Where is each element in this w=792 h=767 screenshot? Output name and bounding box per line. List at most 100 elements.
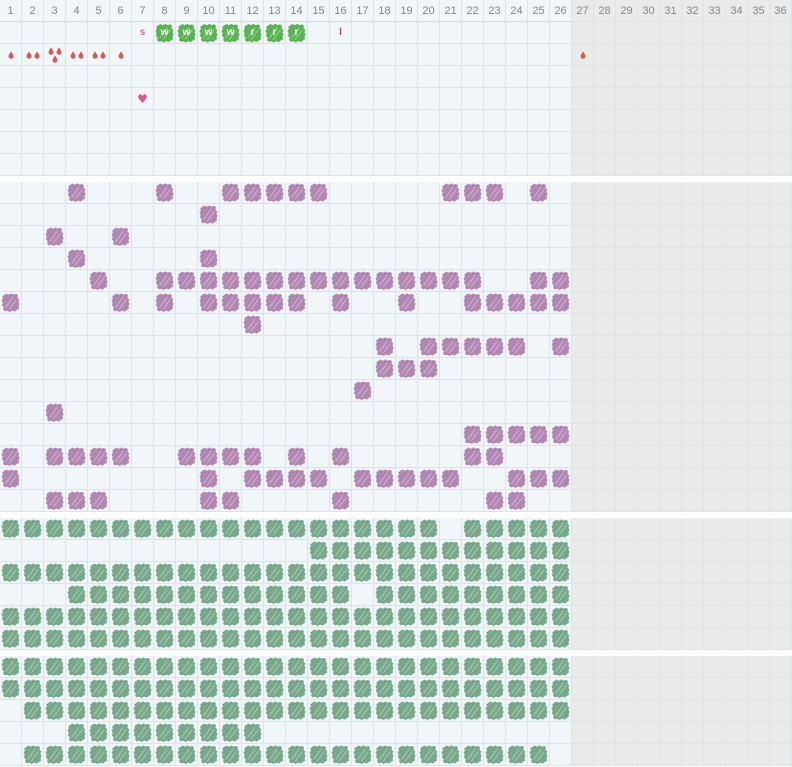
cell-day-31[interactable] [660,628,682,650]
cell-day-26[interactable] [550,154,572,176]
cell-day-26[interactable] [550,490,572,512]
cell-day-8[interactable] [154,132,176,154]
cell-day-7[interactable] [132,722,154,744]
cell-day-27[interactable] [572,402,594,424]
cell-day-28[interactable] [594,562,616,584]
cell-day-20[interactable] [418,518,440,540]
cell-day-12[interactable] [242,628,264,650]
cell-day-18[interactable] [374,584,396,606]
cell-day-25[interactable] [528,226,550,248]
cell-day-25[interactable] [528,182,550,204]
cell-day-35[interactable] [748,182,770,204]
cell-day-25[interactable] [528,132,550,154]
cell-day-32[interactable] [682,656,704,678]
cell-day-34[interactable] [726,518,748,540]
cell-day-35[interactable] [748,248,770,270]
cell-day-33[interactable] [704,446,726,468]
cell-day-31[interactable] [660,402,682,424]
cell-day-4[interactable] [66,584,88,606]
cell-day-32[interactable] [682,562,704,584]
cell-day-16[interactable] [330,540,352,562]
cell-day-32[interactable] [682,490,704,512]
cell-day-11[interactable] [220,154,242,176]
cell-day-13[interactable] [264,292,286,314]
cell-day-24[interactable] [506,66,528,88]
cell-day-33[interactable] [704,226,726,248]
cell-day-11[interactable] [220,358,242,380]
cell-day-22[interactable] [462,468,484,490]
cell-day-8[interactable] [154,490,176,512]
cell-day-22[interactable] [462,66,484,88]
cell-day-15[interactable] [308,110,330,132]
cell-day-21[interactable] [440,336,462,358]
cell-day-7[interactable] [132,248,154,270]
cell-day-34[interactable] [726,154,748,176]
cell-day-6[interactable] [110,402,132,424]
cell-day-35[interactable] [748,584,770,606]
cell-day-2[interactable] [22,66,44,88]
cell-day-11[interactable] [220,402,242,424]
cell-day-21[interactable] [440,110,462,132]
cell-day-30[interactable] [638,490,660,512]
cell-day-9[interactable] [176,518,198,540]
cell-day-28[interactable] [594,358,616,380]
cell-day-22[interactable] [462,446,484,468]
cell-day-22[interactable] [462,678,484,700]
cell-day-29[interactable] [616,446,638,468]
cell-day-9[interactable] [176,722,198,744]
cell-day-33[interactable] [704,584,726,606]
cell-day-31[interactable] [660,722,682,744]
cell-day-11[interactable] [220,562,242,584]
cell-day-27[interactable] [572,182,594,204]
cell-day-12[interactable] [242,700,264,722]
cell-day-2[interactable] [22,628,44,650]
cell-day-32[interactable] [682,446,704,468]
cell-day-5[interactable] [88,722,110,744]
cell-day-1[interactable] [0,744,22,766]
cell-day-26[interactable] [550,468,572,490]
cell-day-28[interactable] [594,226,616,248]
cell-day-33[interactable] [704,628,726,650]
cell-day-4[interactable] [66,132,88,154]
cell-day-10[interactable]: w [198,22,220,44]
cell-day-24[interactable] [506,88,528,110]
cell-day-24[interactable] [506,22,528,44]
cell-day-29[interactable] [616,656,638,678]
cell-day-31[interactable] [660,584,682,606]
cell-day-24[interactable] [506,110,528,132]
cell-day-25[interactable] [528,468,550,490]
cell-day-35[interactable] [748,380,770,402]
cell-day-4[interactable] [66,110,88,132]
cell-day-22[interactable] [462,88,484,110]
cell-day-16[interactable] [330,204,352,226]
cell-day-28[interactable] [594,490,616,512]
cell-day-5[interactable] [88,744,110,766]
cell-day-31[interactable] [660,424,682,446]
cell-day-20[interactable] [418,606,440,628]
cell-day-27[interactable] [572,380,594,402]
cell-day-16[interactable] [330,314,352,336]
cell-day-15[interactable] [308,700,330,722]
cell-day-32[interactable] [682,292,704,314]
cell-day-29[interactable] [616,468,638,490]
cell-day-13[interactable] [264,446,286,468]
cell-day-18[interactable] [374,182,396,204]
cell-day-23[interactable] [484,110,506,132]
cell-day-9[interactable] [176,424,198,446]
cell-day-34[interactable] [726,562,748,584]
cell-day-8[interactable] [154,110,176,132]
cell-day-30[interactable] [638,132,660,154]
cell-day-9[interactable] [176,744,198,766]
cell-day-21[interactable] [440,518,462,540]
cell-day-5[interactable] [88,132,110,154]
cell-day-7[interactable] [132,656,154,678]
cell-day-25[interactable] [528,656,550,678]
cell-day-35[interactable] [748,540,770,562]
cell-day-20[interactable] [418,44,440,66]
cell-day-7[interactable] [132,518,154,540]
cell-day-9[interactable] [176,562,198,584]
cell-day-10[interactable] [198,44,220,66]
cell-day-34[interactable] [726,248,748,270]
cell-day-21[interactable] [440,402,462,424]
cell-day-6[interactable] [110,518,132,540]
